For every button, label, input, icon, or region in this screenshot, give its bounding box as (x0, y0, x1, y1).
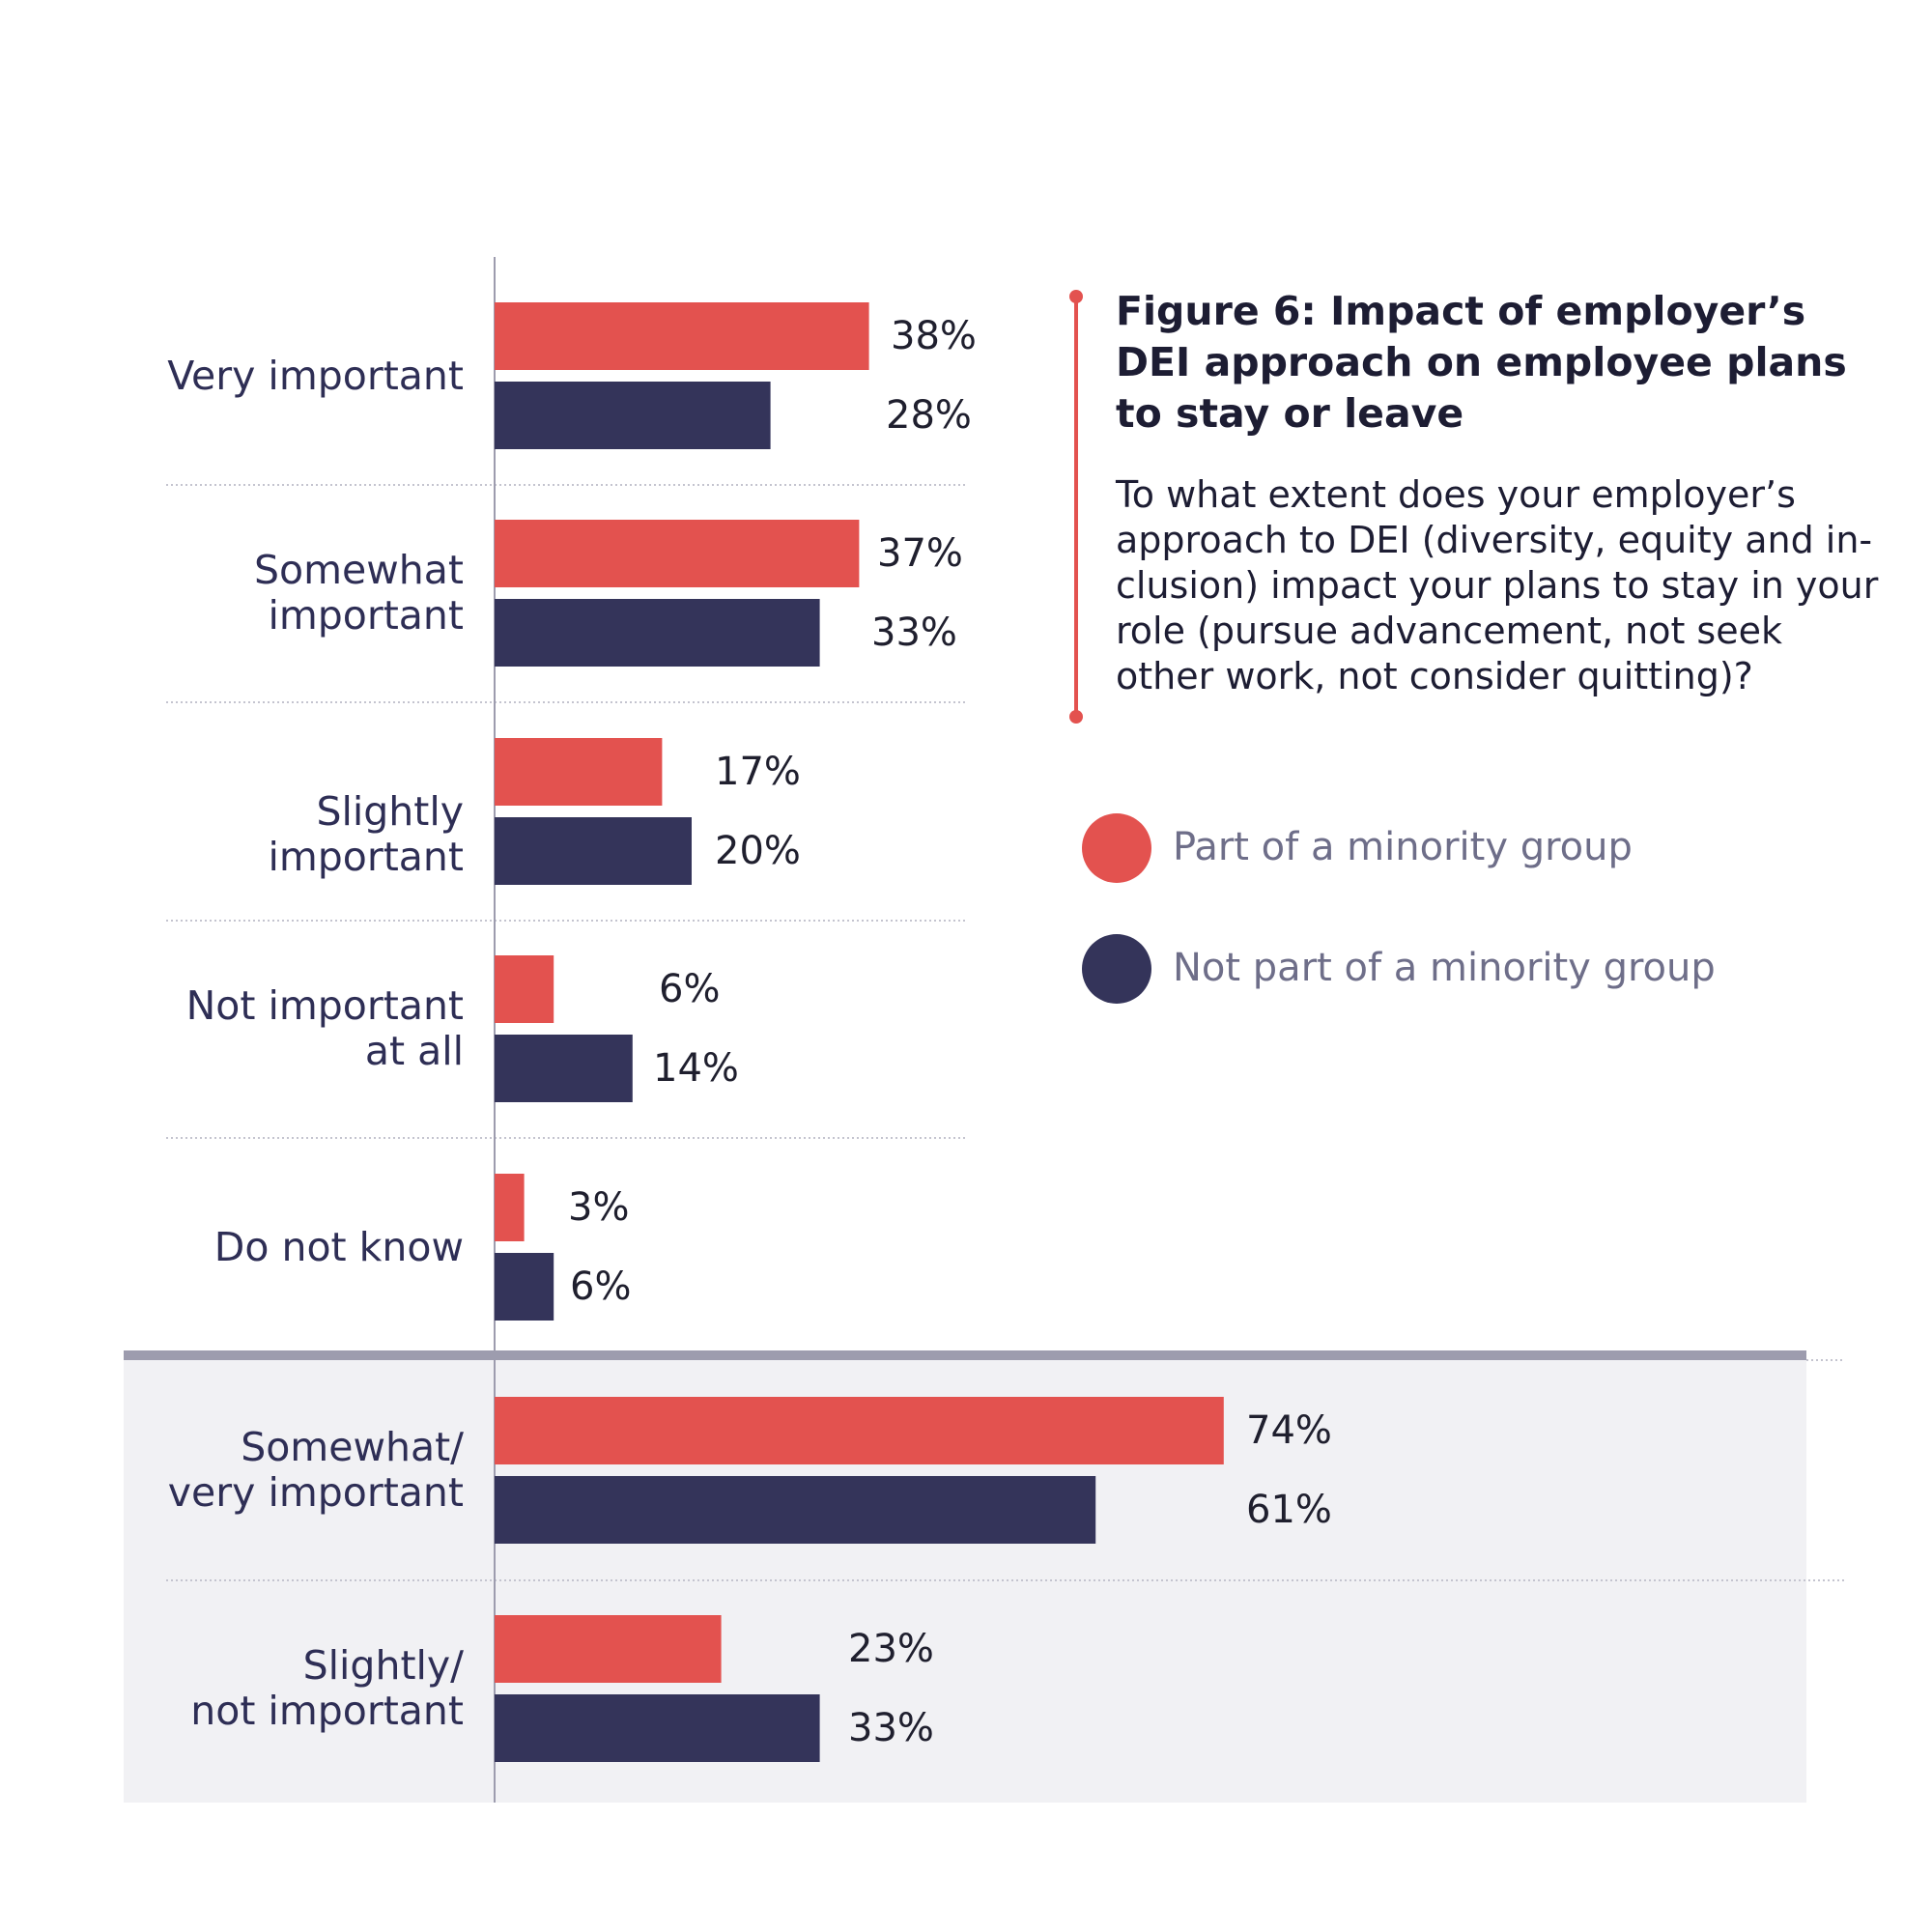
bar-minority (495, 1174, 525, 1241)
data-label: 6% (659, 967, 721, 1011)
survey-question: To what extent does your employer’s appr… (1116, 473, 1879, 697)
title-block: Figure 6: Impact of employer’s DEI appro… (1116, 286, 1889, 699)
bar-non-minority (495, 1694, 820, 1762)
title-accent-dot-bottom (1069, 710, 1083, 724)
bar-minority (495, 1397, 1224, 1464)
title-accent-dot-top (1069, 290, 1083, 303)
category-label: Very important (167, 352, 464, 399)
category-label: Somewhat important (254, 547, 464, 639)
bar-minority (495, 1615, 722, 1683)
data-label: 33% (871, 611, 957, 655)
data-label: 33% (848, 1706, 934, 1750)
bar-minority (495, 302, 869, 370)
category-label: Do not know (213, 1223, 464, 1270)
data-label: 38% (891, 314, 977, 358)
bar-non-minority (495, 382, 771, 449)
data-label: 23% (848, 1627, 934, 1671)
category-label: Slightly important (268, 787, 464, 880)
figure-title: Figure 6: Impact of employer’s DEI appro… (1116, 288, 1847, 437)
data-label: 37% (877, 531, 963, 576)
bar-minority (495, 955, 554, 1023)
legend-label-non-minority: Not part of a minority group (1173, 946, 1716, 990)
data-label: 74% (1246, 1408, 1332, 1453)
data-label: 28% (886, 393, 972, 438)
bars (495, 302, 1224, 1762)
row-separators (166, 484, 1845, 1581)
bar-minority (495, 520, 860, 587)
legend-label-minority: Part of a minority group (1173, 825, 1633, 869)
title-accent-line (1074, 296, 1078, 717)
legend-swatch-minority (1082, 813, 1151, 883)
bar-non-minority (495, 1035, 633, 1102)
data-label: 6% (570, 1264, 632, 1309)
legend-swatch-non-minority (1082, 934, 1151, 1004)
category-label: Slightly/ not important (190, 1642, 464, 1734)
category-label: Not important at all (185, 982, 464, 1074)
data-label: 20% (715, 829, 801, 873)
bar-non-minority (495, 817, 692, 885)
data-label: 61% (1246, 1488, 1332, 1532)
bar-non-minority (495, 599, 820, 667)
bar-non-minority (495, 1253, 554, 1321)
bar-non-minority (495, 1476, 1096, 1544)
category-label: Somewhat/ very important (167, 1424, 464, 1516)
data-label: 14% (653, 1046, 739, 1091)
summary-divider (124, 1350, 1806, 1360)
bar-minority (495, 738, 663, 806)
data-label: 17% (715, 750, 801, 794)
data-label: 3% (568, 1185, 630, 1230)
